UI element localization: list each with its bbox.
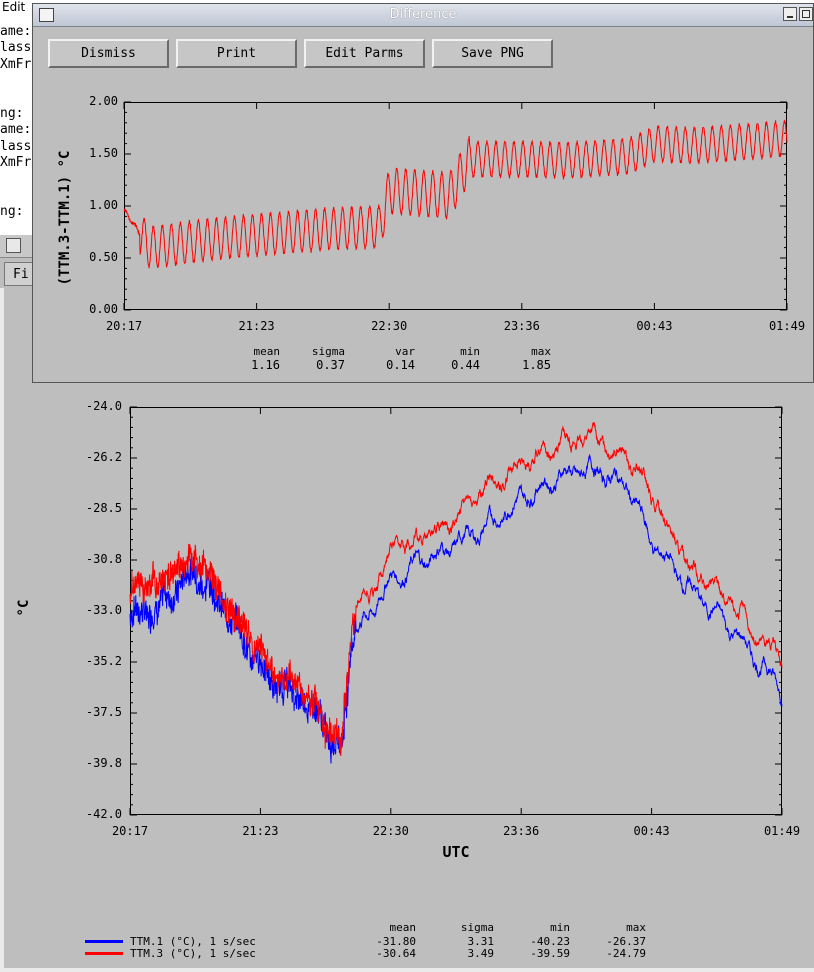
diff-x-tick-label: 20:17 [105,319,143,333]
maximize-icon[interactable] [799,7,813,21]
window-title: Difference [389,7,457,22]
main-y-tick-label: -42.0 [85,807,122,821]
window-menu-icon[interactable] [6,238,21,253]
legend-stat-value: -39.59 [530,947,570,960]
diff-y-tick-label: 1.50 [89,146,118,160]
main-y-tick-label: -28.5 [85,501,122,515]
diff-stat-header: max [531,345,551,358]
main-x-tick-label: 00:43 [633,824,670,838]
main-stat-header: max [626,921,646,934]
main-y-tick-label: -26.2 [85,450,122,464]
dismiss-button[interactable]: Dismiss [48,39,169,68]
menu-edit[interactable]: Edit [2,0,26,14]
diff-stat-header: var [395,345,415,358]
code-line: ame: [0,24,32,39]
main-y-tick-label: -37.5 [85,705,122,719]
diff-stat-value: 1.85 [522,358,551,372]
legend-stat-value: -30.64 [376,947,416,960]
titlebar[interactable]: Difference [33,4,813,27]
code-line: ame: [0,122,32,138]
edit-parms-button[interactable]: Edit Parms [304,39,425,68]
main-stat-header: min [550,921,570,934]
diff-series-line [123,119,788,269]
main-y-tick-label: -33.0 [85,603,122,617]
legend-stat-value: -26.37 [606,935,646,948]
legend-stat-value: 3.49 [467,947,495,960]
diff-y-tick-label: 0.50 [89,250,118,264]
legend-swatch-2 [85,952,123,955]
main-stat-header: mean [389,921,417,934]
diff-stat-value: 0.44 [451,358,480,372]
diff-stat-value: 1.16 [251,358,280,372]
diff-stat-value: 0.37 [316,358,345,372]
diff-x-tick-label: 01:49 [768,319,806,333]
main-x-tick-label: 01:49 [763,824,801,838]
diff-x-tick-label: 21:23 [238,319,275,333]
difference-plot [123,101,788,311]
diff-y-tick-label: 0.00 [89,302,118,316]
legend-stat-value: 3.31 [467,935,495,948]
legend-stat-value: -24.79 [606,947,646,960]
code-line: XmFra [0,155,40,171]
diff-y-tick-label: 2.00 [89,94,118,108]
difference-window: Difference Dismiss Print Edit Parms Save… [32,3,814,383]
diff-stat-value: 0.14 [386,358,415,372]
main-x-tick-label: 20:17 [111,824,149,838]
diff-stat-header: mean [253,345,281,358]
legend-stat-value: -40.23 [530,935,570,948]
main-y-tick-label: -35.2 [85,654,122,668]
diff-y-axis-title: (TTM.3-TTM.1) °C [57,150,73,286]
diff-x-tick-label: 00:43 [636,319,673,333]
diff-x-tick-label: 22:30 [371,319,408,333]
minimize-icon[interactable] [783,7,797,21]
main-stat-header: sigma [460,921,494,934]
main-plot [129,406,783,816]
main-x-axis-title: UTC [442,843,470,861]
diff-stat-header: sigma [311,345,345,358]
code-line: ng: [0,106,24,121]
legend-swatch-1 [85,940,123,943]
save-png-button[interactable]: Save PNG [432,39,553,68]
diff-y-tick-label: 1.00 [89,198,118,212]
diff-stat-header: min [460,345,480,358]
code-line: lass [0,40,32,56]
diff-x-tick-label: 23:36 [503,319,540,333]
legend-stat-value: -31.80 [376,935,416,948]
main-series-line [129,421,783,756]
legend-label: TTM.3 (°C), 1 s/sec [130,947,256,960]
code-line: XmFra [0,56,40,72]
legend-label: TTM.1 (°C), 1 s/sec [130,935,256,948]
code-line: ng: [0,204,24,220]
print-button[interactable]: Print [176,39,297,68]
left-border [0,288,4,972]
main-y-tick-label: -24.0 [85,399,122,413]
main-x-tick-label: 22:30 [372,824,409,838]
main-y-axis-title: °C [16,599,32,617]
window-menu-icon[interactable] [39,8,54,22]
main-x-tick-label: 23:36 [503,824,540,838]
code-line: lass [0,138,32,154]
main-x-tick-label: 21:23 [242,824,279,838]
bottom-border [0,968,814,972]
main-y-tick-label: -39.8 [85,756,122,770]
main-y-tick-label: -30.8 [85,552,122,566]
